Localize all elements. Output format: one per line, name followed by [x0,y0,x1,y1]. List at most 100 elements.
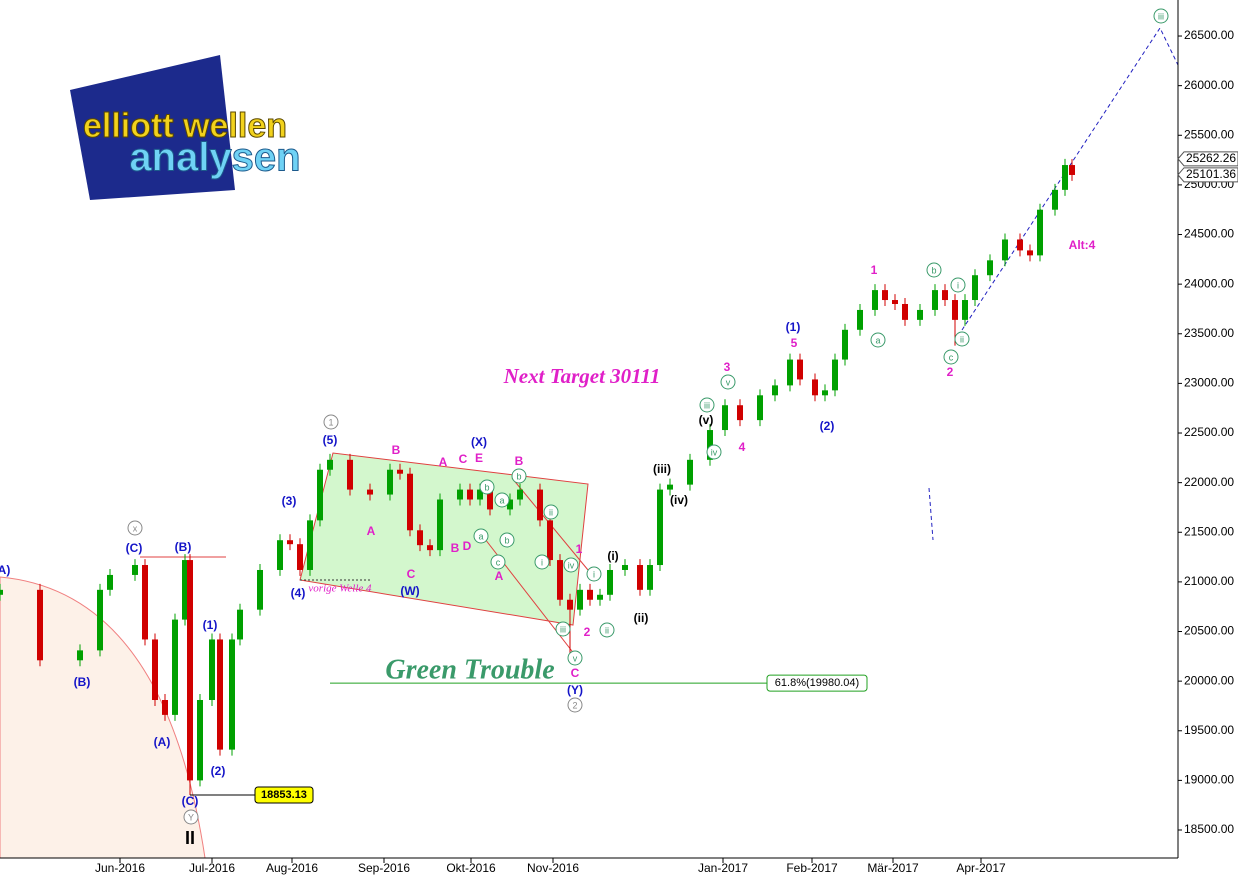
y-tick-label: 20500.00 [1184,624,1234,638]
wave-circle [499,532,515,548]
wave-label: b [516,471,521,481]
wave-circle [706,444,722,460]
wave-label: (X) [471,435,487,449]
y-tick-label: 18500.00 [1184,822,1234,836]
x-tick-label: Mär-2017 [867,861,919,875]
wave-label: (A) [0,563,10,577]
y-tick-label: 21000.00 [1184,574,1234,588]
candle-body [237,609,243,640]
candle-body [397,469,403,474]
candle-body [187,560,193,781]
wave-circle [183,809,199,825]
candle-body [347,459,353,490]
candle-body [547,520,553,561]
candle-body [172,619,178,715]
candle-body [287,540,293,545]
wave-circle [127,520,143,536]
candle-body [842,329,848,360]
wave-label: i [541,557,543,567]
prev-wave-text: vorige Welle 4 [308,583,372,595]
wave-circle [950,277,966,293]
candle-body [142,565,148,640]
candle-body [162,699,168,715]
wave-label: (ii) [634,611,649,625]
low-label: 18853.13 [261,789,307,801]
candle-body [952,300,958,320]
wave-circle [490,554,506,570]
candle-body [277,540,283,570]
wave-label: (v) [699,413,714,427]
wave-label: A [439,455,448,469]
candle-body [307,520,313,570]
candle-body [197,699,203,781]
wave-circle [323,414,339,430]
candle-body [217,639,223,750]
logo-line2: analysen [129,136,300,180]
wave-label: (iii) [653,462,671,476]
candle-body [647,565,653,590]
trouble-text: Green Trouble [385,654,554,685]
y-tick-label: 25500.00 [1184,127,1234,141]
candle-body [209,639,215,700]
wave-circle [479,479,495,495]
wave-label: C [407,567,416,581]
projection [961,26,1179,331]
wave-label: (3) [282,494,297,508]
wave-circle [699,397,715,413]
candle-body [1017,239,1023,251]
candle-body [537,489,543,521]
price-label: 25101.36 [1186,167,1236,181]
wave-label: ii [549,507,553,517]
candle-body [1002,239,1008,261]
wave-circle [567,697,583,713]
low-box [254,786,314,804]
wave-label: 5 [791,336,798,350]
wave-label: c [949,352,954,362]
candle-body [987,260,993,276]
wave-label: a [875,335,880,345]
y-tick-label: 23000.00 [1184,376,1234,390]
candle-body [1037,209,1043,256]
wave-label: A [495,569,504,583]
y-tick-label: 21500.00 [1184,524,1234,538]
wave-label: x [133,523,138,533]
projection [928,487,934,541]
wave-label: Y [188,812,194,822]
candle-body [387,469,393,495]
wave-label: iii [1158,11,1164,21]
y-tick-label: 22000.00 [1184,475,1234,489]
x-tick-label: Sep-2016 [358,861,410,875]
candle-body [152,639,158,700]
candle-body [577,589,583,610]
wave-circle [534,554,550,570]
x-tick-label: Jan-2017 [698,861,748,875]
wave-label: i [593,569,595,579]
candle-body [667,484,673,490]
candle-body [607,569,613,595]
candle-body [1027,250,1033,256]
wave-label: v [726,377,731,387]
wave-label: 4 [739,440,746,454]
x-tick-label: Nov-2016 [527,861,579,875]
wave-label: b [484,482,489,492]
wave-label: (A) [154,735,171,749]
wave-circle [543,504,559,520]
candle-body [857,309,863,330]
wave-label: 1 [328,417,333,427]
y-tick-label: 19000.00 [1184,773,1234,787]
candle-body [737,405,743,421]
wave-label: iii [704,400,710,410]
candle-body [182,560,188,620]
y-tick-label: 23500.00 [1184,326,1234,340]
target-text: Next Target 30111 [503,364,661,388]
wave-label: (B) [175,540,192,554]
wave-label: (Y) [567,683,583,697]
channel [299,452,589,626]
wave-circle [720,374,736,390]
x-tick-label: Jul-2016 [189,861,235,875]
wave-circle [563,557,579,573]
wave-label: Alt:4 [1069,238,1096,252]
candle-body [257,569,263,610]
wave-label: 1 [871,263,878,277]
candle-body [587,589,593,600]
